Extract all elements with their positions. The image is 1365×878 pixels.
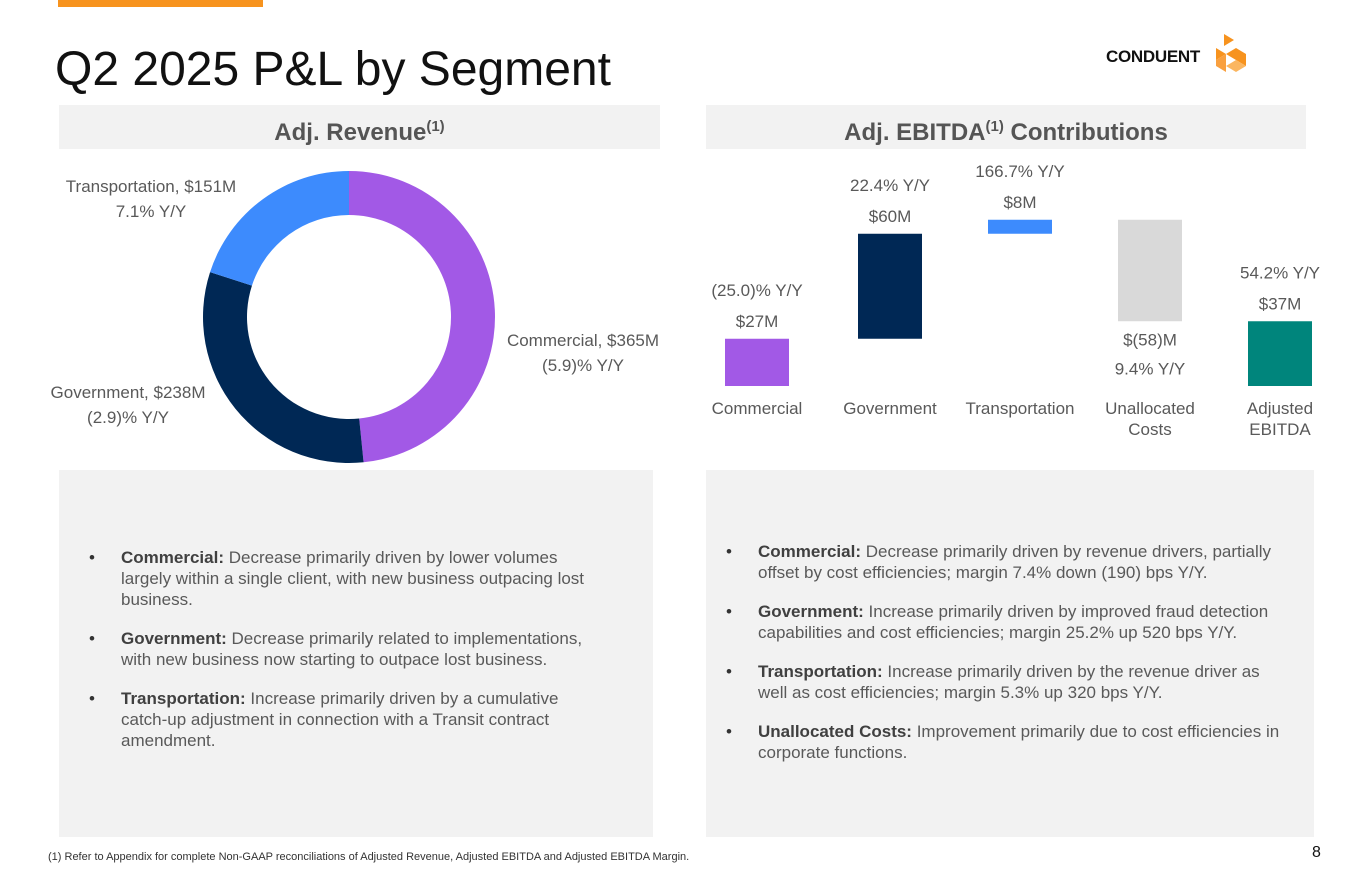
note-bold: Government: bbox=[758, 602, 864, 621]
note-bold: Commercial: bbox=[121, 548, 224, 567]
bar-yy-label: (25.0)% Y/Y bbox=[711, 281, 802, 300]
slice-label: Government, $238M bbox=[51, 383, 206, 402]
bar-value-label: $27M bbox=[736, 312, 779, 331]
list-item: Commercial: Decrease primarily driven by… bbox=[726, 541, 1286, 583]
bar-yy-label: 22.4% Y/Y bbox=[850, 176, 930, 195]
revenue-notes-list: Commercial: Decrease primarily driven by… bbox=[89, 547, 609, 769]
bar-value-label: $8M bbox=[1003, 193, 1036, 212]
waterfall-bar bbox=[1248, 321, 1312, 386]
waterfall-bar bbox=[858, 233, 922, 339]
revenue-header-label: Adj. Revenue bbox=[274, 119, 427, 146]
accent-bar bbox=[58, 0, 263, 7]
list-item: Unallocated Costs: Improvement primarily… bbox=[726, 721, 1286, 763]
waterfall-bar bbox=[988, 219, 1052, 234]
note-text: Decrease primarily driven by lower volum… bbox=[121, 548, 585, 609]
logo-text: CONDUENT bbox=[1106, 47, 1200, 66]
list-item: Transportation: Increase primarily drive… bbox=[89, 688, 609, 751]
slice-label: Transportation, $151M bbox=[66, 177, 236, 196]
note-text: Decrease primarily related to implementa… bbox=[121, 629, 583, 669]
donut-slice-government bbox=[203, 272, 364, 463]
footnote: (1) Refer to Appendix for complete Non-G… bbox=[48, 851, 690, 863]
ebitda-notes-list: Commercial: Decrease primarily driven by… bbox=[726, 541, 1286, 781]
note-bold: Transportation: bbox=[121, 689, 246, 708]
slice-yy-label: (2.9)% Y/Y bbox=[87, 408, 169, 427]
revenue-panel-header: Adj. Revenue(1) bbox=[59, 105, 660, 149]
note-text: Increase primarily driven by the revenue… bbox=[758, 662, 1260, 702]
waterfall-bar bbox=[1118, 219, 1182, 322]
page-title: Q2 2025 P&L by Segment bbox=[55, 43, 611, 96]
category-label: Adjusted bbox=[1247, 399, 1313, 418]
list-item: Government: Increase primarily driven by… bbox=[726, 601, 1286, 643]
slice-yy-label: (5.9)% Y/Y bbox=[542, 356, 624, 375]
ebitda-header-label: Adj. EBITDA bbox=[844, 119, 986, 146]
category-label: Unallocated bbox=[1105, 399, 1195, 418]
note-text: Increase primarily driven by a cumulativ… bbox=[121, 689, 559, 750]
page-number: 8 bbox=[1312, 844, 1321, 861]
bar-yy-label: 9.4% Y/Y bbox=[1115, 359, 1186, 378]
conduent-logo-icon bbox=[1216, 34, 1246, 72]
note-bold: Transportation: bbox=[758, 662, 883, 681]
revenue-header-sup: (1) bbox=[426, 118, 445, 135]
bar-value-label: $37M bbox=[1259, 294, 1302, 313]
brand-logo: CONDUENT bbox=[1106, 34, 1256, 76]
note-bold: Government: bbox=[121, 629, 227, 648]
ebitda-panel-header: Adj. EBITDA(1) Contributions bbox=[706, 105, 1306, 149]
list-item: Transportation: Increase primarily drive… bbox=[726, 661, 1286, 703]
ebitda-header-sup: (1) bbox=[985, 118, 1004, 135]
slice-yy-label: 7.1% Y/Y bbox=[116, 202, 187, 221]
ebitda-notes-panel: Commercial: Decrease primarily driven by… bbox=[706, 470, 1314, 837]
note-text: Increase primarily driven by improved fr… bbox=[758, 602, 1269, 642]
note-text: Improvement primarily due to cost effici… bbox=[758, 722, 1280, 762]
bar-yy-label: 166.7% Y/Y bbox=[975, 162, 1064, 181]
list-item: Commercial: Decrease primarily driven by… bbox=[89, 547, 609, 610]
category-label: EBITDA bbox=[1249, 420, 1311, 439]
note-bold: Commercial: bbox=[758, 542, 861, 561]
category-label: Government bbox=[843, 399, 937, 418]
bar-yy-label: 54.2% Y/Y bbox=[1240, 263, 1320, 282]
category-label: Costs bbox=[1128, 420, 1171, 439]
slice-label: Commercial, $365M bbox=[507, 331, 659, 350]
ebitda-waterfall-chart: $27M (25.0)% Y/Y Commercial $60M 22.4% Y/Y Go… bbox=[711, 162, 1320, 439]
revenue-notes-panel: Commercial: Decrease primarily driven by… bbox=[59, 470, 653, 837]
waterfall-bar bbox=[725, 338, 789, 386]
ebitda-header-suffix: Contributions bbox=[1003, 119, 1168, 146]
category-label: Transportation bbox=[966, 399, 1075, 418]
note-bold: Unallocated Costs: bbox=[758, 722, 912, 741]
bar-value-label: $(58)M bbox=[1123, 330, 1177, 349]
revenue-donut-chart: Commercial, $365M (5.9)% Y/Y Government, $… bbox=[51, 171, 659, 463]
donut-slice-transportation bbox=[210, 171, 349, 286]
list-item: Government: Decrease primarily related t… bbox=[89, 628, 609, 670]
category-label: Commercial bbox=[712, 399, 803, 418]
note-text: Decrease primarily driven by revenue dri… bbox=[758, 542, 1272, 582]
donut-slice-commercial bbox=[349, 171, 495, 463]
bar-value-label: $60M bbox=[869, 207, 912, 226]
